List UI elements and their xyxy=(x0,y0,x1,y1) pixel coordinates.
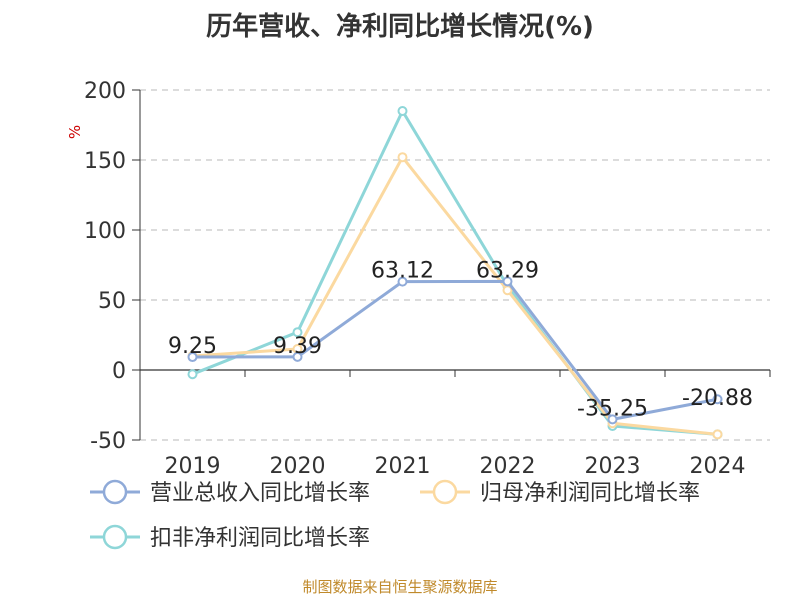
data-point xyxy=(292,327,303,338)
x-tick-label: 2021 xyxy=(375,454,431,479)
grid-lines xyxy=(140,89,770,441)
data-labels: 9.25 9.39 63.12 63.29 -35.25 -20.88 xyxy=(168,258,753,421)
data-point xyxy=(187,352,198,363)
series-line xyxy=(191,109,718,436)
x-tick-label: 2023 xyxy=(585,454,641,479)
legend-marker xyxy=(432,479,458,505)
data-point xyxy=(397,106,408,116)
data-label: 9.39 xyxy=(273,334,322,359)
y-tick-label: 50 xyxy=(98,289,126,314)
legend-item: 归母净利润同比增长率 xyxy=(420,479,700,506)
legend-label: 归母净利润同比增长率 xyxy=(480,481,700,506)
x-tick-label: 2020 xyxy=(270,454,326,479)
series-line xyxy=(192,279,718,421)
x-tick-label: 2024 xyxy=(690,454,746,479)
data-label: 9.25 xyxy=(168,334,217,359)
series-lines xyxy=(187,106,723,440)
y-tick-label: 100 xyxy=(84,219,126,244)
data-label: 63.29 xyxy=(476,258,539,283)
legend-marker xyxy=(102,479,128,505)
y-tick-label: 0 xyxy=(112,359,126,384)
data-point xyxy=(712,394,723,405)
data-point xyxy=(187,369,198,380)
chart-title: 历年营收、净利同比增长情况(%) xyxy=(206,12,594,42)
x-tick-label: 2019 xyxy=(165,454,221,479)
y-tick-label: 150 xyxy=(84,149,126,174)
series-line xyxy=(192,155,718,436)
legend-label: 扣非净利润同比增长率 xyxy=(150,526,370,551)
data-label: -35.25 xyxy=(577,396,648,421)
data-point xyxy=(502,276,513,287)
legend-marker xyxy=(102,524,128,550)
y-axis-unit-label: % xyxy=(66,125,84,139)
axes: 200 150 100 50 0 -50 2019 2020 2021 2022 2023 2024 xyxy=(84,79,771,479)
data-point xyxy=(397,152,408,163)
data-point xyxy=(607,414,618,425)
x-tick-label: 2022 xyxy=(480,454,536,479)
legend-item: 营业总收入同比增长率 xyxy=(90,479,370,506)
data-point xyxy=(712,429,723,440)
y-tick-label: 200 xyxy=(84,79,126,104)
data-point xyxy=(397,276,408,287)
legend-item: 扣非净利润同比增长率 xyxy=(90,524,370,551)
data-label: 63.12 xyxy=(371,259,434,284)
data-point xyxy=(292,351,303,362)
legend-label: 营业总收入同比增长率 xyxy=(150,481,370,506)
y-tick-label: -50 xyxy=(90,429,126,454)
source-note: 制图数据来自恒生聚源数据库 xyxy=(302,578,498,596)
data-label: -20.88 xyxy=(682,386,753,411)
